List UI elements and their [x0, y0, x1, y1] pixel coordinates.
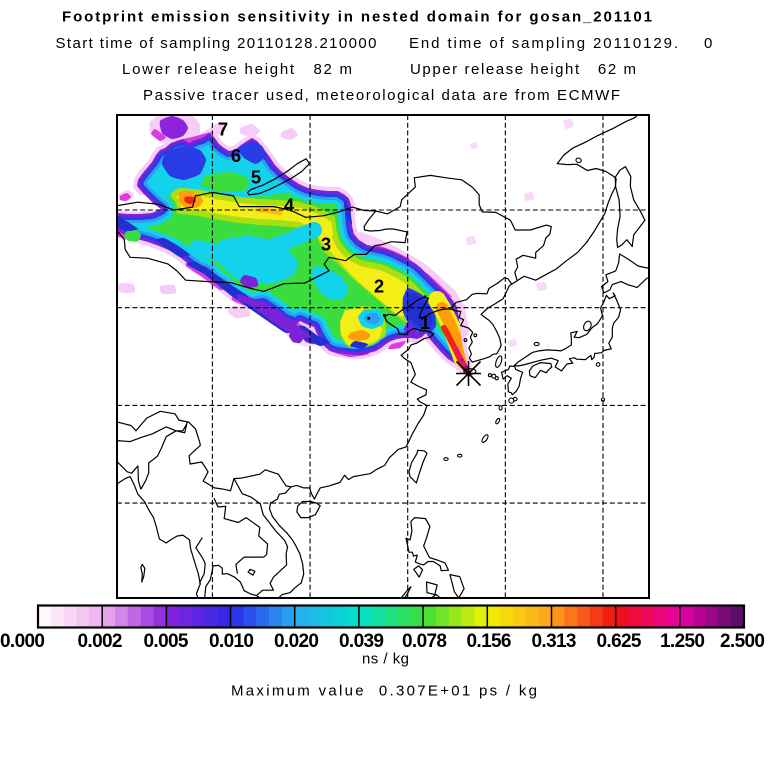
svg-text:0.010: 0.010 [209, 631, 254, 652]
svg-text:0.156: 0.156 [467, 631, 512, 652]
svg-text:End time of sampling 20110129.: End time of sampling 20110129. [409, 35, 678, 52]
svg-text:Upper release height 62 m: Upper release height 62 m [410, 61, 636, 78]
svg-text:0.002: 0.002 [78, 631, 123, 652]
svg-text:Start time of sampling 2011012: Start time of sampling 20110128.210000 [56, 35, 377, 52]
svg-text:2.500: 2.500 [720, 631, 765, 652]
svg-text:Footprint emission sensitivity: Footprint emission sensitivity in nested… [62, 9, 652, 26]
svg-text:0: 0 [704, 35, 712, 52]
svg-text:0.000: 0.000 [0, 631, 45, 652]
svg-text:7: 7 [218, 119, 228, 140]
svg-text:1: 1 [420, 312, 430, 333]
svg-text:0.313: 0.313 [532, 631, 577, 652]
svg-text:5: 5 [251, 167, 261, 188]
svg-text:ns / kg: ns / kg [362, 651, 409, 668]
svg-text:6: 6 [231, 145, 241, 166]
svg-text:Maximum value 0.307E+01 ps /: Maximum value 0.307E+01 ps / kg [231, 683, 537, 700]
svg-text:Passive tracer used, meteorolo: Passive tracer used, meteorological data… [143, 87, 620, 104]
svg-text:0.625: 0.625 [597, 631, 642, 652]
svg-text:2: 2 [374, 276, 384, 297]
svg-text:3: 3 [321, 234, 331, 255]
svg-text:0.020: 0.020 [274, 631, 319, 652]
svg-text:0.078: 0.078 [402, 631, 447, 652]
svg-text:1.250: 1.250 [660, 631, 705, 652]
svg-text:0.039: 0.039 [339, 631, 384, 652]
svg-text:4: 4 [284, 195, 295, 216]
svg-text:0.005: 0.005 [144, 631, 189, 652]
